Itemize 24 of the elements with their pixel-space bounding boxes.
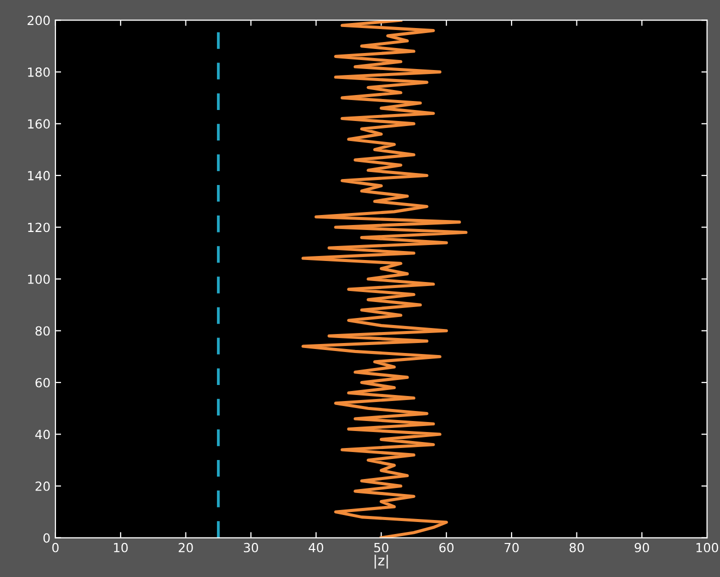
y-tick-label: 120 (28, 222, 50, 232)
y-tick-label: 40 (35, 430, 50, 440)
line-series (302, 20, 468, 538)
x-tick-label: 40 (308, 542, 324, 552)
x-tick-label: 60 (439, 542, 454, 552)
y-tick-label: 100 (28, 274, 50, 284)
x-tick-label: 80 (570, 542, 584, 552)
x-tick-label: 50 (374, 542, 388, 552)
x-tick-label: 0 (52, 542, 59, 552)
y-tick-label: 200 (28, 16, 50, 26)
x-tick-label: 30 (244, 542, 258, 552)
x-tick-label: 100 (696, 542, 718, 552)
y-tick-label: 160 (28, 119, 50, 129)
y-tick-label: 80 (36, 326, 50, 336)
x-tick-label: 20 (178, 542, 193, 552)
y-tick-label: 0 (43, 533, 50, 543)
y-tick-label: 20 (36, 481, 50, 491)
x-tick-label: 10 (114, 542, 128, 552)
y-tick-label: 140 (28, 170, 50, 180)
x-tick-label: 70 (504, 542, 519, 552)
y-tick-label: 180 (28, 67, 50, 77)
x-tick-label: 90 (634, 542, 650, 552)
x-axis-title: |z| (374, 554, 388, 569)
y-tick-label: 60 (36, 378, 50, 388)
